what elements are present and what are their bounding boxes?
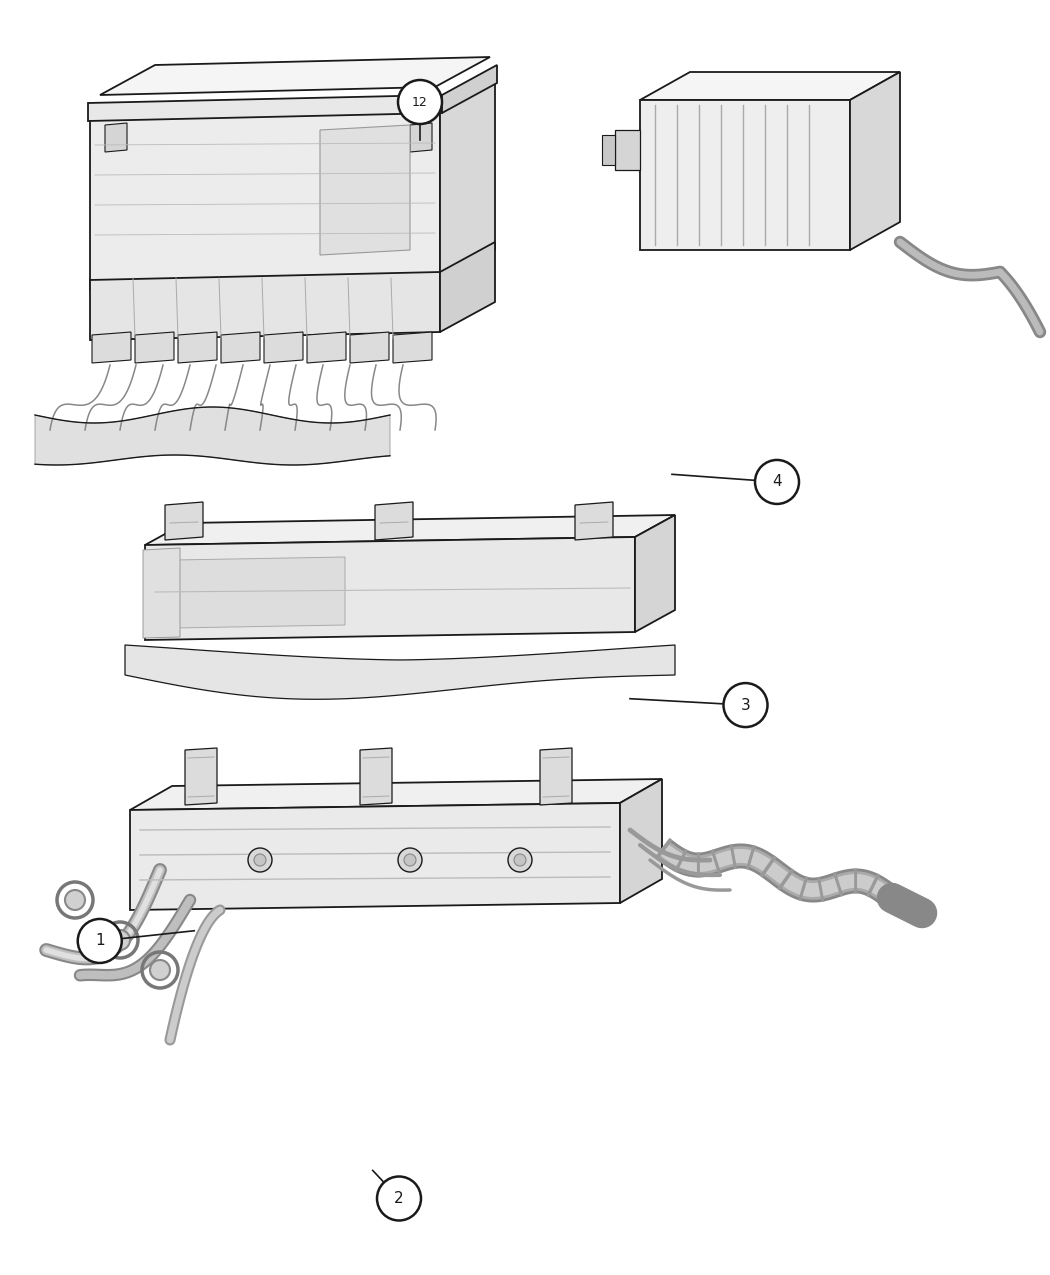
Polygon shape [640,71,900,99]
Polygon shape [640,99,850,250]
Polygon shape [375,502,413,541]
Polygon shape [615,130,640,170]
Circle shape [377,1177,421,1220]
Polygon shape [90,272,440,340]
Text: 2: 2 [394,1191,404,1206]
Circle shape [150,960,170,980]
Polygon shape [220,332,260,363]
Polygon shape [620,779,662,903]
Text: 1: 1 [94,933,105,949]
Circle shape [398,848,422,872]
Polygon shape [850,71,900,250]
Polygon shape [442,65,497,113]
Polygon shape [575,502,613,541]
Polygon shape [100,57,490,96]
Polygon shape [410,122,432,152]
Circle shape [254,854,266,866]
Polygon shape [393,332,432,363]
Circle shape [723,683,768,727]
Polygon shape [635,515,675,632]
Polygon shape [145,537,635,640]
Polygon shape [360,748,392,805]
Polygon shape [540,748,572,805]
Text: 3: 3 [740,697,751,713]
Polygon shape [88,96,442,121]
Polygon shape [178,332,217,363]
Polygon shape [350,332,388,363]
Circle shape [514,854,526,866]
Circle shape [398,80,442,124]
Polygon shape [125,645,675,699]
Polygon shape [130,803,620,910]
Text: 12: 12 [412,96,428,108]
Text: 4: 4 [772,474,782,490]
Circle shape [110,929,130,950]
Polygon shape [602,135,615,164]
Polygon shape [92,332,131,363]
Polygon shape [143,548,180,638]
Polygon shape [145,515,675,544]
Polygon shape [175,557,345,629]
Circle shape [78,919,122,963]
Polygon shape [307,332,346,363]
Circle shape [755,460,799,504]
Polygon shape [440,242,495,332]
Polygon shape [135,332,174,363]
Circle shape [508,848,532,872]
Polygon shape [440,68,495,280]
Circle shape [65,890,85,910]
Polygon shape [320,125,410,255]
Polygon shape [35,407,390,465]
Circle shape [248,848,272,872]
Polygon shape [264,332,303,363]
Polygon shape [165,502,203,541]
Polygon shape [105,122,127,152]
Polygon shape [90,97,440,289]
Polygon shape [130,779,662,810]
Polygon shape [185,748,217,805]
Circle shape [404,854,416,866]
